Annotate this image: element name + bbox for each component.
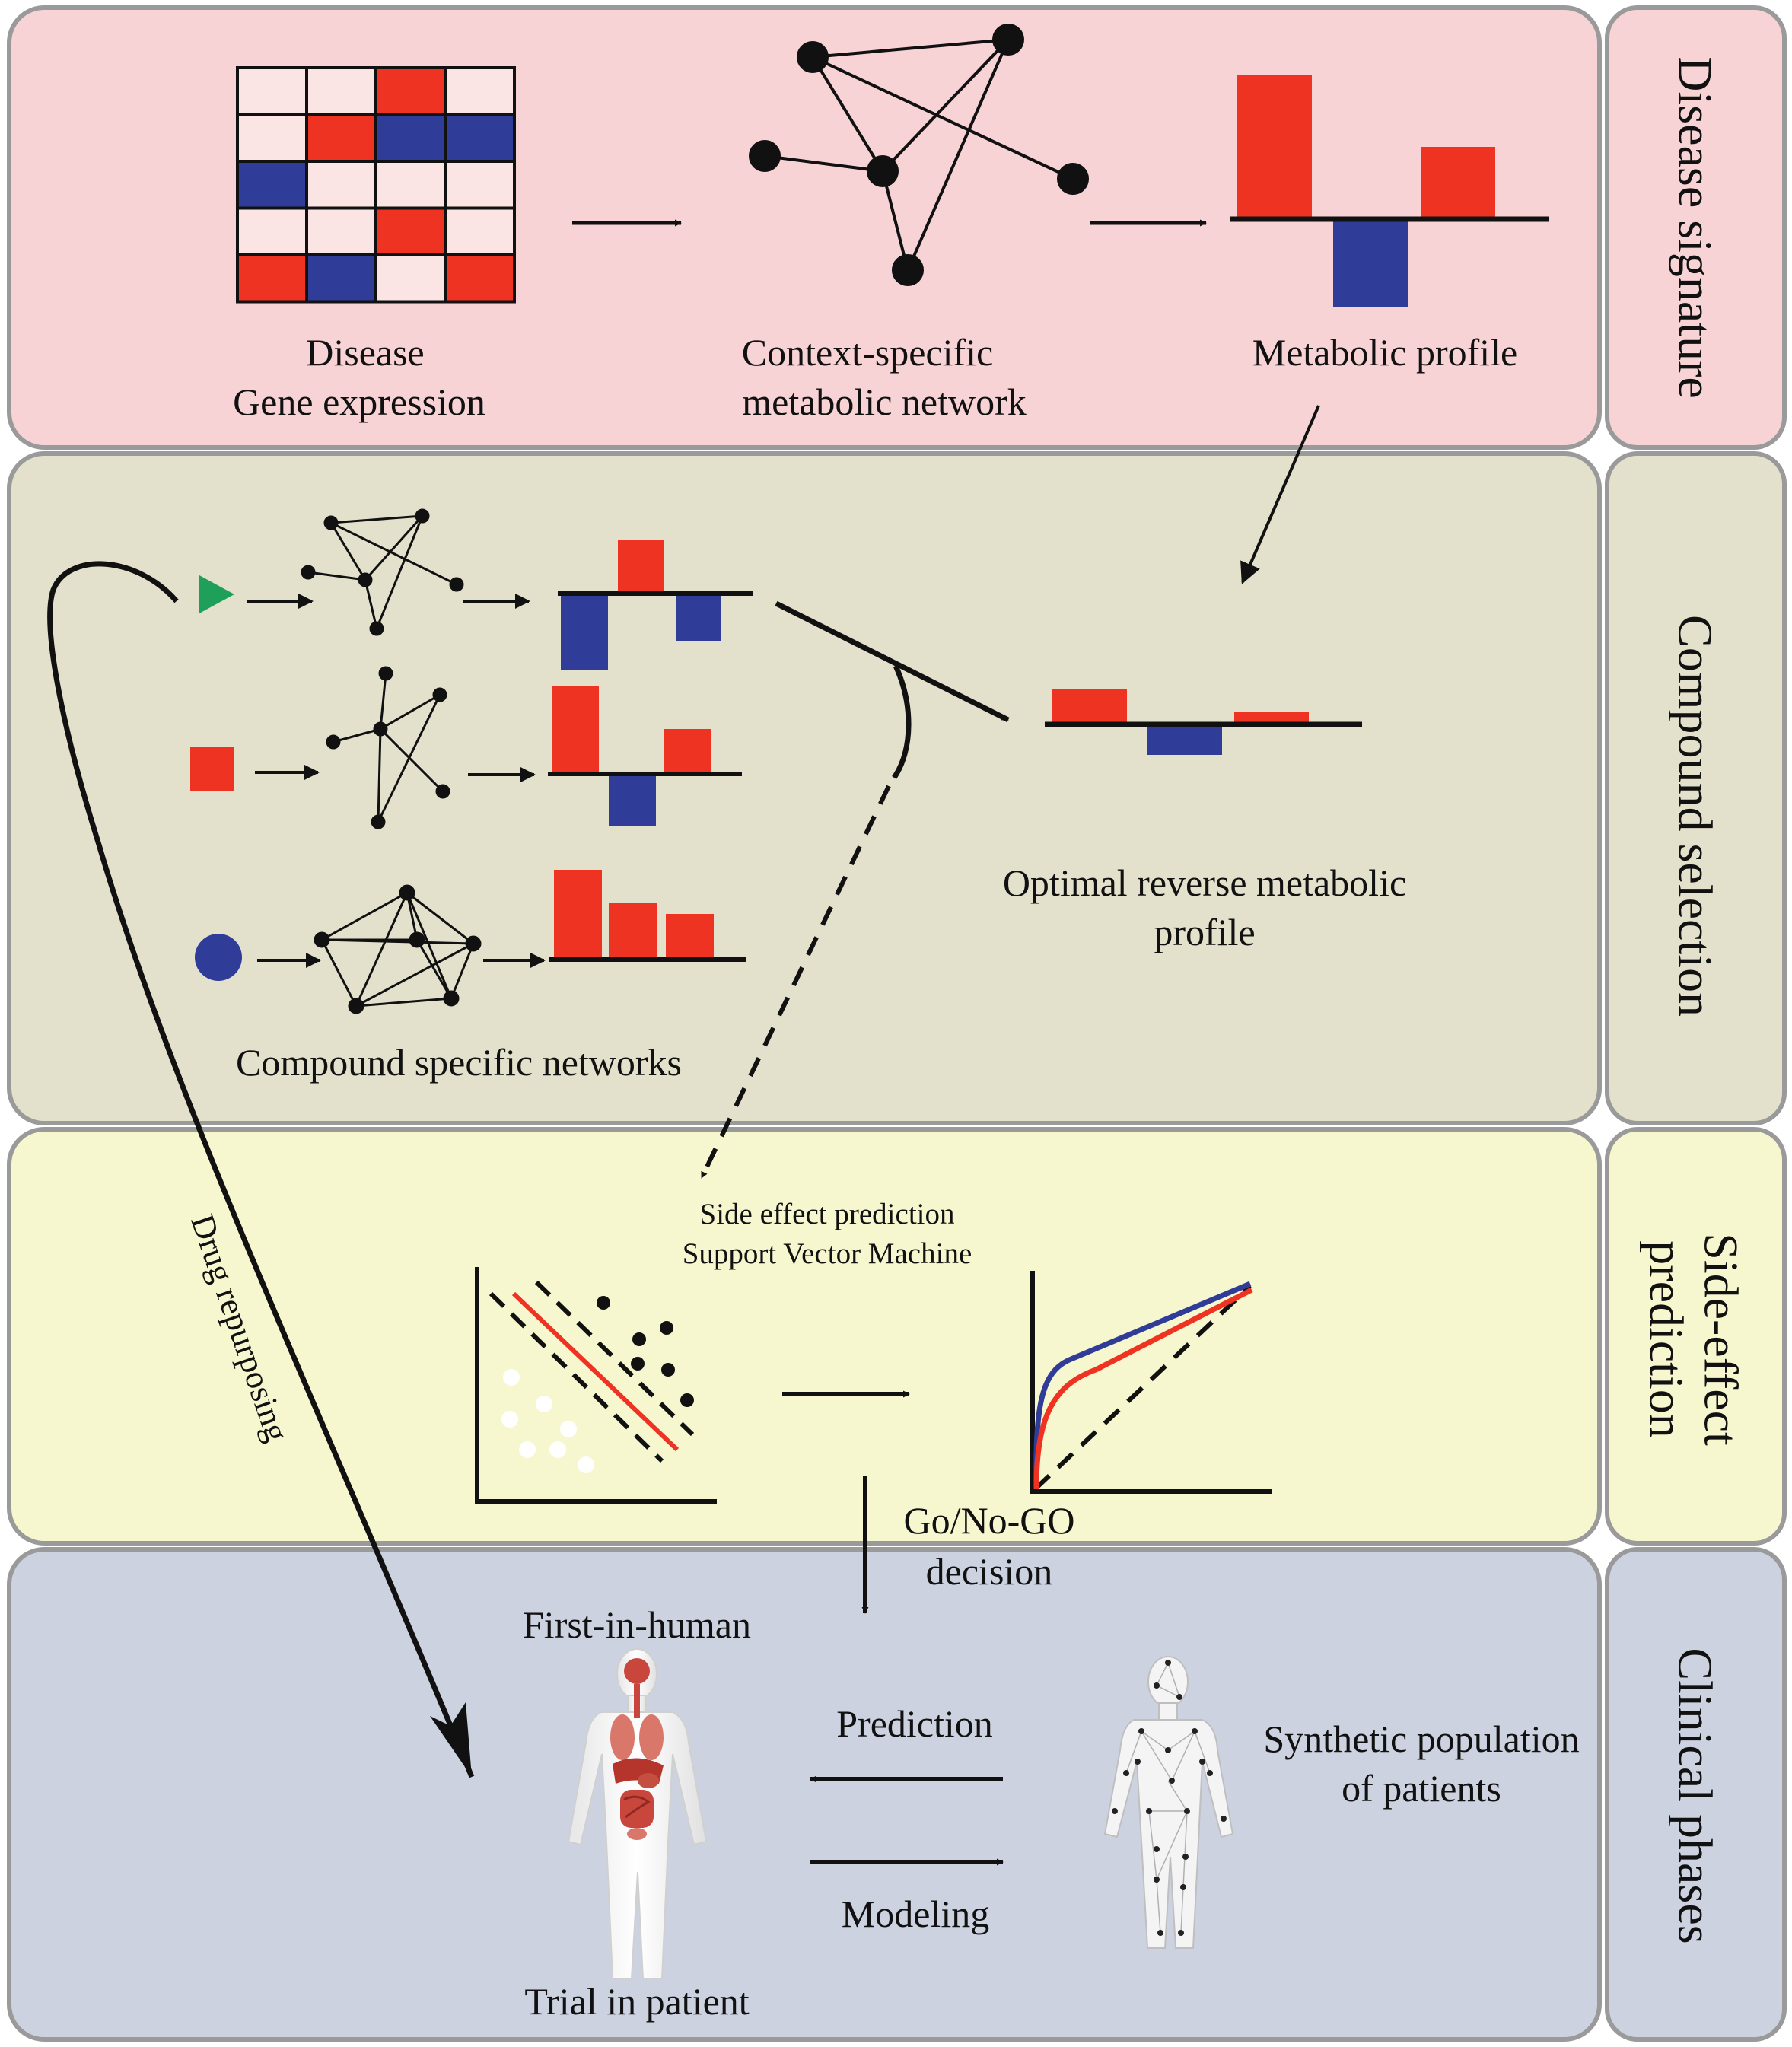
selection-bracket	[892, 664, 912, 779]
drug-repurposing-arrowhead	[430, 1702, 472, 1777]
band-label-clinical: Clinical phases	[1669, 1647, 1723, 1944]
heatmap-cell	[444, 66, 516, 116]
compound2-profile-bars	[548, 686, 742, 826]
heatmap-cell	[305, 160, 377, 210]
side-effect-title-1: Side effect prediction	[700, 1198, 955, 1230]
synthetic-population-label-2: of patients	[1342, 1767, 1501, 1810]
modeling-label: Modeling	[842, 1893, 989, 1935]
compound2-network-icon	[326, 666, 450, 829]
drug-repurposing-arrow	[47, 561, 475, 1778]
heatmap-cell	[305, 206, 377, 256]
band-label-disease: Disease signature	[1669, 56, 1723, 399]
compound3-profile-bars	[549, 870, 746, 962]
first-in-human-label: First-in-human	[523, 1603, 751, 1646]
network-label-2: metabolic network	[742, 380, 1027, 423]
network-label-1: Context-specific	[742, 331, 993, 374]
band-clinical	[7, 1547, 1787, 2042]
trial-in-patient-label: Trial in patient	[524, 1980, 749, 2023]
square-icon	[190, 747, 234, 791]
band-label-compound: Compound selection	[1669, 615, 1723, 1017]
heatmap-cell	[374, 113, 447, 163]
circle-icon	[195, 934, 242, 981]
human-anatomy-icon	[567, 1648, 708, 1979]
metabolic-profile-bars	[1230, 75, 1549, 307]
roc-curve-icon	[1030, 1271, 1272, 1494]
heatmap-cell	[374, 160, 447, 210]
dashed-arrow-to-side-effect	[699, 785, 891, 1179]
heatmap-cell	[236, 253, 308, 304]
gene-expression-heatmap	[236, 66, 516, 304]
metabolic-profile-label: Metabolic profile	[1252, 331, 1518, 374]
go-nogo-label-2: decision	[926, 1550, 1053, 1593]
optimal-profile-label-1: Optimal reverse metabolic	[1003, 861, 1406, 904]
gene-expression-label-2: Gene expression	[233, 380, 485, 423]
network-body-icon	[1103, 1656, 1234, 1949]
optimal-profile-label-2: profile	[1154, 911, 1255, 953]
heatmap-cell	[374, 66, 447, 116]
compound-networks-label: Compound specific networks	[236, 1041, 682, 1084]
heatmap-cell	[444, 160, 516, 210]
heatmap-cell	[305, 253, 377, 304]
compound1-network-icon	[301, 508, 464, 636]
heatmap-cell	[444, 253, 516, 304]
heatmap-cell	[444, 113, 516, 163]
heatmap-cell	[236, 66, 308, 116]
heatmap-cell	[305, 66, 377, 116]
heatmap-cell	[236, 206, 308, 256]
band-label-side-effect-2: prediction	[1640, 1240, 1694, 1437]
compound3-network-icon	[314, 884, 482, 1014]
go-nogo-label-1: Go/No-GO	[904, 1499, 1075, 1542]
arrow-to-optimal-profile	[775, 600, 1010, 723]
compound1-profile-bars	[558, 540, 753, 670]
heatmap-cell	[305, 113, 377, 163]
heatmap-cell	[444, 206, 516, 256]
band-side-effect	[7, 1127, 1787, 1546]
band-label-side-effect-1: Side-effect	[1695, 1233, 1749, 1446]
heatmap-cell	[236, 160, 308, 210]
side-effect-title-2: Support Vector Machine	[683, 1237, 972, 1270]
band-compound	[7, 451, 1787, 1125]
svm-plot-icon	[475, 1267, 717, 1504]
heatmap-cell	[236, 113, 308, 163]
synthetic-population-label-1: Synthetic population	[1263, 1718, 1579, 1760]
heatmap-cell	[374, 253, 447, 304]
optimal-profile-bars	[1045, 689, 1362, 755]
prediction-label: Prediction	[836, 1702, 993, 1745]
gene-expression-label-1: Disease	[306, 331, 425, 374]
triangle-icon	[199, 575, 234, 613]
arrow-profile-to-optimal	[1240, 405, 1320, 584]
context-specific-network-icon	[749, 24, 1089, 286]
heatmap-cell	[374, 206, 447, 256]
